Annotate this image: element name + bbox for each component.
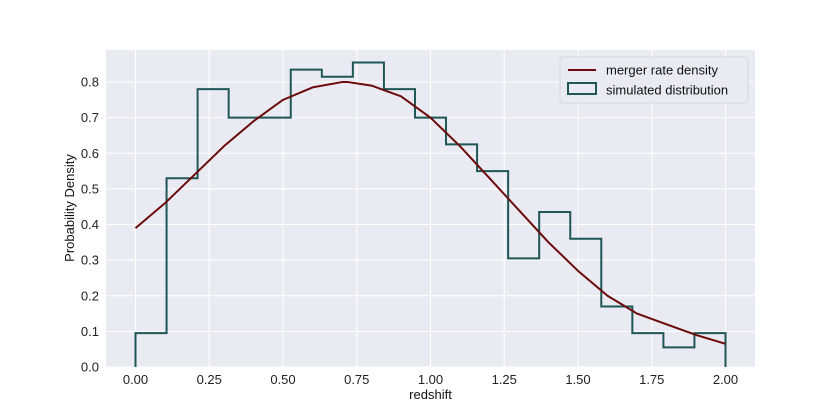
x-axis-ticks: 0.00 0.25 0.50 0.75 1.00 1.25 1.50 1.75 2.00 bbox=[123, 372, 738, 387]
x-tick-label: 1.75 bbox=[639, 372, 664, 387]
y-tick-label: 0.0 bbox=[81, 360, 99, 375]
x-tick-label: 0.00 bbox=[123, 372, 148, 387]
y-tick-label: 0.2 bbox=[81, 288, 99, 303]
legend-patch-simulated bbox=[567, 82, 597, 95]
legend-label-simulated: simulated distribution bbox=[606, 83, 728, 98]
legend-box bbox=[559, 56, 749, 104]
y-axis-ticks: 0.0 0.1 0.2 0.3 0.4 0.5 0.6 0.7 0.8 bbox=[81, 75, 99, 375]
y-tick-label: 0.7 bbox=[81, 110, 99, 125]
y-tick-label: 0.5 bbox=[81, 181, 99, 196]
x-tick-label: 2.00 bbox=[713, 372, 738, 387]
y-axis-label: Probability Density bbox=[62, 154, 77, 262]
legend-label-merger-rate: merger rate density bbox=[606, 63, 718, 78]
x-tick-label: 0.50 bbox=[270, 372, 295, 387]
y-tick-label: 0.4 bbox=[81, 217, 99, 232]
y-tick-label: 0.8 bbox=[81, 75, 99, 90]
x-axis-label: redshift bbox=[409, 387, 452, 402]
y-tick-label: 0.6 bbox=[81, 146, 99, 161]
legend: merger rate density simulated distributi… bbox=[559, 56, 749, 104]
x-tick-label: 1.00 bbox=[418, 372, 443, 387]
x-tick-label: 1.25 bbox=[492, 372, 517, 387]
density-curve-series bbox=[134, 81, 726, 345]
merger-rate-density-line bbox=[134, 81, 726, 345]
x-tick-label: 1.50 bbox=[565, 372, 590, 387]
histogram-step-line bbox=[134, 61, 727, 367]
y-tick-label: 0.1 bbox=[81, 324, 99, 339]
x-tick-label: 0.25 bbox=[197, 372, 222, 387]
x-tick-label: 0.75 bbox=[344, 372, 369, 387]
histogram-series bbox=[134, 61, 727, 367]
y-tick-label: 0.3 bbox=[81, 253, 99, 268]
